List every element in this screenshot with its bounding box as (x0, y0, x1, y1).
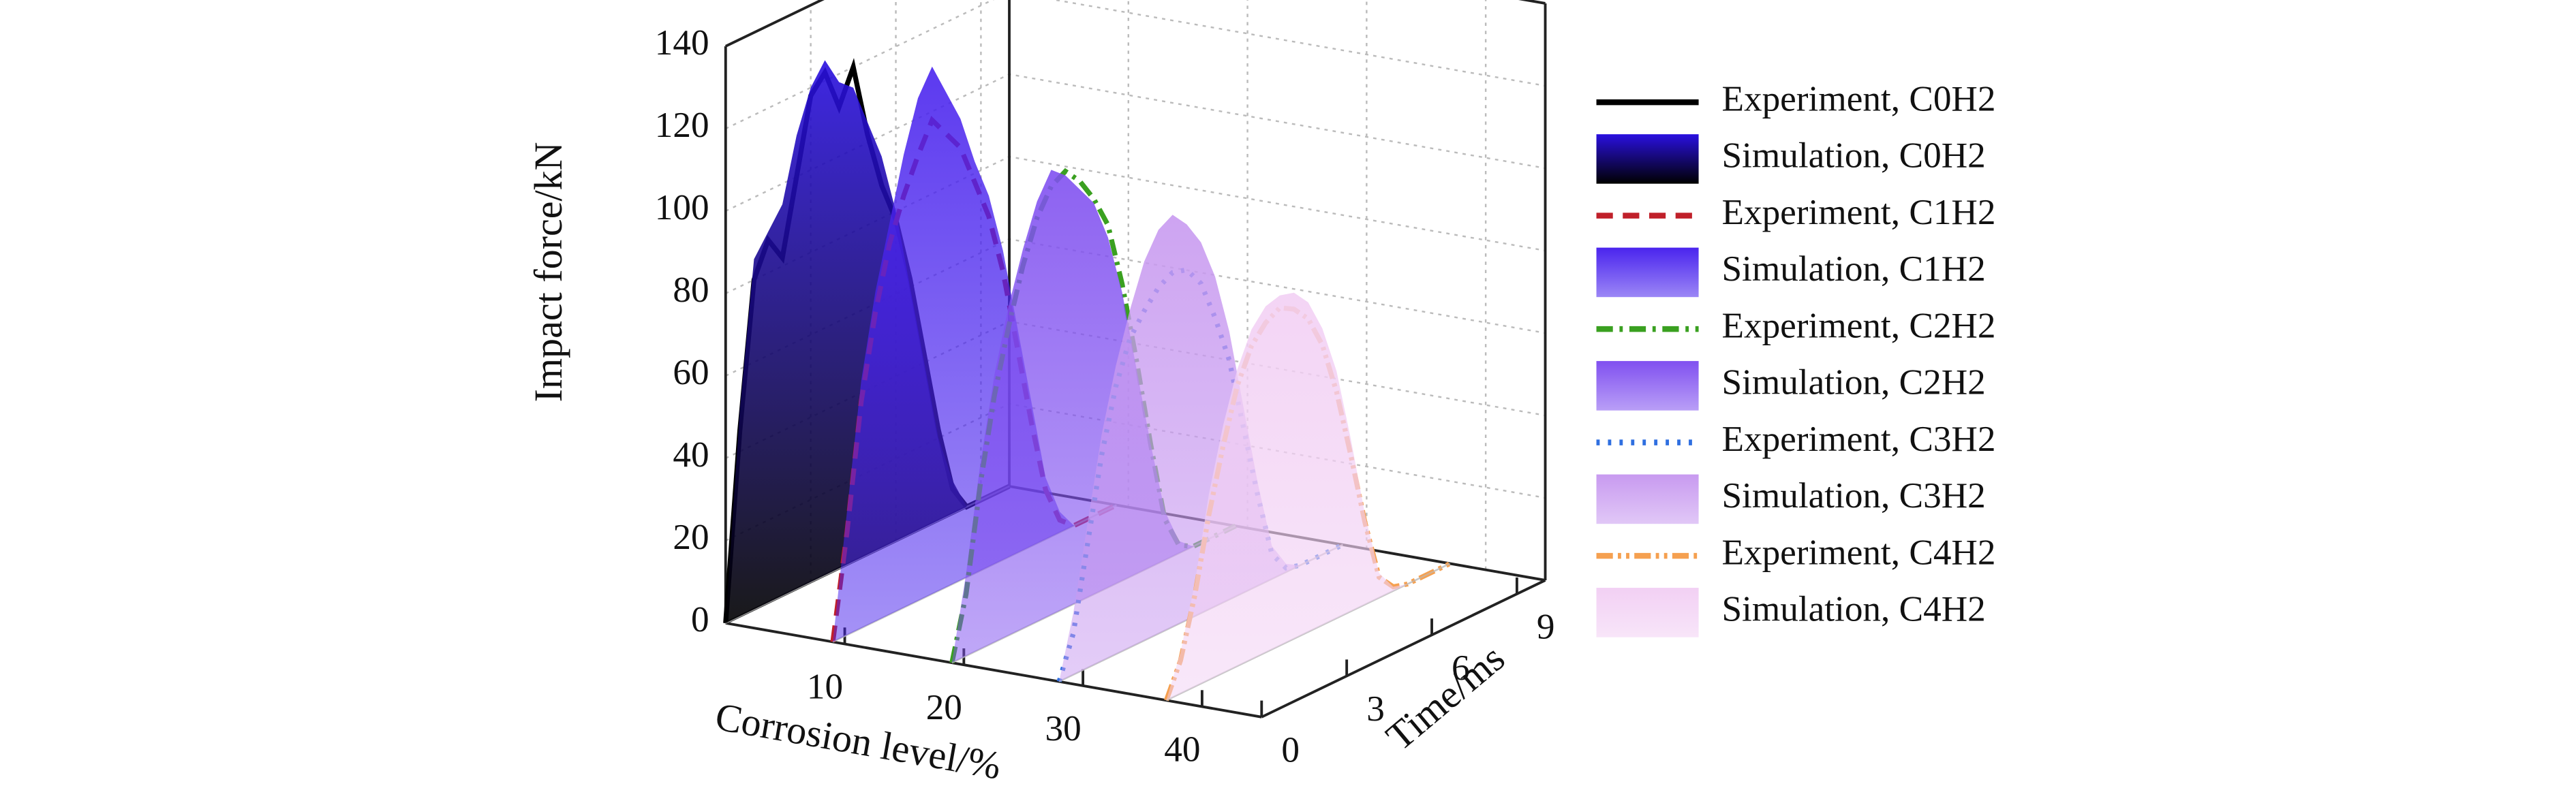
legend-label: Simulation, C1H2 (1721, 249, 1985, 289)
legend-label: Simulation, C0H2 (1721, 136, 1985, 176)
z-tick-label: 30 (1045, 708, 1081, 748)
legend-swatch (1596, 134, 1699, 184)
grid-line (725, 0, 1546, 47)
legend-label: Experiment, C0H2 (1721, 78, 1995, 119)
z-tick-label: 20 (926, 687, 962, 727)
y-axis-label: Impact force/kN (526, 142, 570, 402)
axis-edge (724, 0, 825, 48)
x-tick-label: 3 (1366, 689, 1385, 729)
axis-edge (1261, 579, 1546, 719)
legend-label: Simulation, C4H2 (1721, 589, 1985, 629)
legend-swatch (1596, 588, 1699, 637)
y-tick-label: 80 (673, 270, 709, 310)
x-axis-label: Time/ms (1378, 635, 1513, 759)
y-tick-label: 60 (673, 352, 709, 392)
y-tick-label: 0 (691, 599, 709, 640)
z-tick-label: 40 (1164, 729, 1200, 769)
simulation-area (1166, 292, 1450, 701)
x-tick-label: 9 (1537, 607, 1555, 647)
legend-label: Experiment, C2H2 (1721, 305, 1995, 345)
x-tick-label: 6 (1452, 648, 1470, 688)
y-tick-label: 140 (655, 22, 709, 63)
z-tick-label: 10 (807, 667, 843, 707)
y-tick-label: 120 (655, 105, 709, 145)
legend-swatch (1596, 361, 1699, 411)
y-tick-label: 20 (673, 517, 709, 557)
y-tick-label: 100 (655, 187, 709, 227)
legend-label: Experiment, C3H2 (1721, 419, 1995, 459)
axis-edge (1518, 0, 1546, 5)
legend-swatch (1596, 247, 1699, 298)
axis-edge (725, 621, 1262, 719)
legend-label: Simulation, C2H2 (1721, 362, 1985, 403)
legend-label: Experiment, C1H2 (1721, 192, 1995, 232)
legend-label: Experiment, C4H2 (1721, 532, 1995, 572)
x-tick-label: 0 (1281, 729, 1300, 770)
legend-swatch (1596, 474, 1699, 524)
y-tick-label: 40 (673, 435, 709, 475)
legend-label: Simulation, C3H2 (1721, 475, 1985, 516)
